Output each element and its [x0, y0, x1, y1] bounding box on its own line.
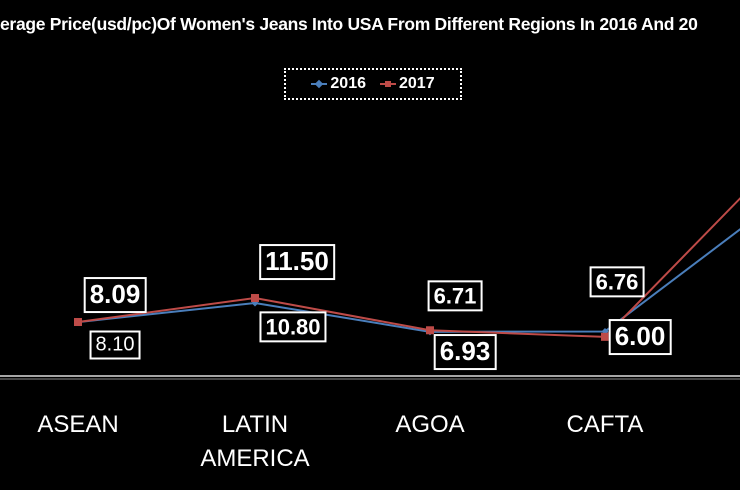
x-tick-label: AGOA	[395, 411, 465, 438]
data-point-2017	[74, 318, 82, 327]
x-tick-label: LATIN AMERICA	[200, 411, 310, 472]
data-point-2017	[601, 332, 609, 341]
data-label-2016: 10.80	[259, 311, 327, 343]
x-tick-label: ASEAN	[37, 411, 119, 438]
data-label-2017: 8.10	[89, 330, 141, 360]
data-point-2017	[251, 294, 259, 303]
series-line-2017	[77, 197, 740, 338]
x-tick-label: CAFTA	[566, 411, 644, 438]
legend-item-2016: 2016	[311, 75, 366, 93]
legend: 2016 2017	[284, 68, 462, 100]
data-label-2016: 6.71	[427, 280, 483, 312]
data-label-2016: 6.76	[589, 266, 645, 298]
data-label-2016: 8.09	[83, 277, 147, 313]
legend-label: 2016	[330, 75, 366, 92]
legend-swatch-2017	[380, 81, 396, 87]
data-label-2017: 11.50	[259, 244, 335, 280]
chart-title: erage Price(usd/pc)Of Women's Jeans Into…	[0, 14, 698, 34]
legend-item-2017: 2017	[380, 75, 435, 93]
legend-swatch-2016	[311, 79, 328, 89]
data-label-2017: 6.93	[433, 334, 497, 370]
data-point-2017	[426, 326, 434, 335]
data-label-2017: 6.00	[608, 319, 672, 355]
legend-label: 2017	[399, 75, 435, 92]
